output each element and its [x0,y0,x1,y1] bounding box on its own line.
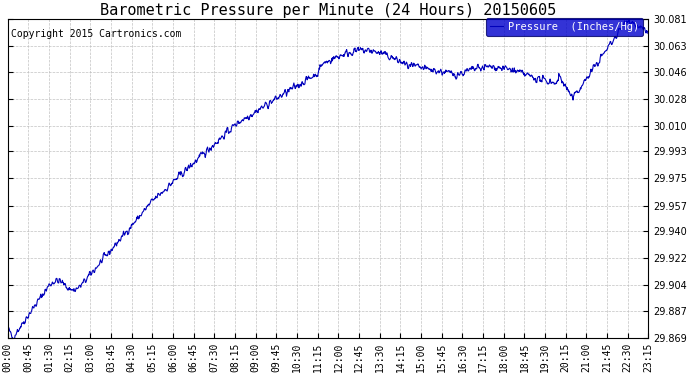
Text: Copyright 2015 Cartronics.com: Copyright 2015 Cartronics.com [11,28,181,39]
Pressure  (Inches/Hg) [644,32,653,36]
Pressure  (Inches/Hg) [10,338,19,342]
Pressure  (Inches/Hg) [241,116,250,120]
Legend: Pressure  (Inches/Hg): Pressure (Inches/Hg) [486,18,643,36]
Pressure  (Inches/Hg) [625,17,633,21]
Line: Pressure  (Inches/Hg): Pressure (Inches/Hg) [8,19,649,340]
Pressure  (Inches/Hg) [38,295,46,299]
Pressure  (Inches/Hg) [437,67,445,71]
Pressure  (Inches/Hg) [469,66,477,70]
Pressure  (Inches/Hg) [198,152,206,156]
Title: Barometric Pressure per Minute (24 Hours) 20150605: Barometric Pressure per Minute (24 Hours… [100,3,556,18]
Pressure  (Inches/Hg) [3,325,12,329]
Pressure  (Inches/Hg) [72,286,81,290]
